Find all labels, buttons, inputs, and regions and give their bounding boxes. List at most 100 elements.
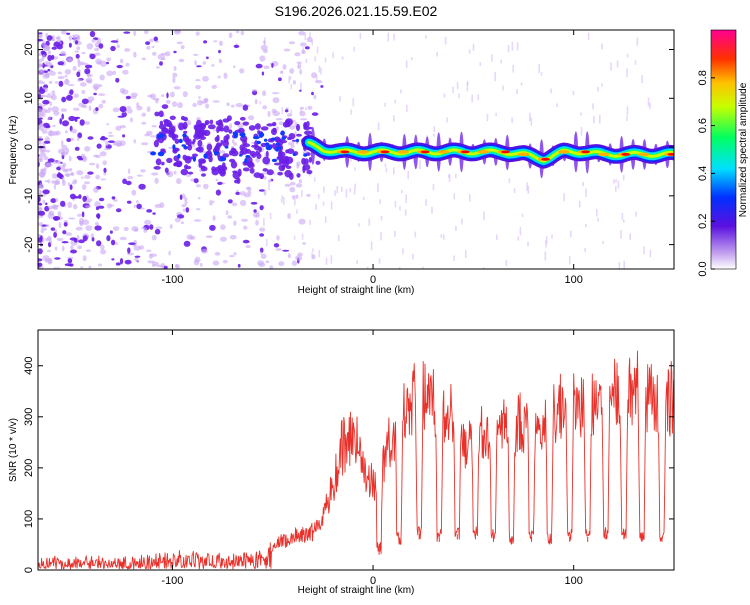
spectrogram-noise-blob [306, 193, 311, 197]
spectrogram-noise-blob [169, 224, 173, 229]
spectrogram-noise-blob [98, 93, 106, 96]
spectrogram-noise-blob [254, 99, 258, 105]
spectrogram-noise-blob [161, 94, 165, 98]
spectrogram-noise-blob [57, 61, 65, 66]
spectrogram-noise-blob [136, 203, 142, 209]
spectrogram-noise-blob [214, 251, 221, 256]
spectrogram-noise-blob [287, 253, 291, 259]
spectrogram-noise-blob [149, 38, 154, 43]
spectrogram-noise-blob [49, 239, 52, 244]
spectrogram-noise-blob [51, 94, 57, 101]
spectrogram-ridge-peak [380, 150, 390, 154]
spectrogram-noise-blob [276, 126, 279, 131]
spectrogram-streak [544, 251, 547, 261]
spectrogram-noise-blob [101, 99, 106, 104]
colorbar-label: Normalized spectral amplitude [738, 82, 749, 217]
spectrogram-streak [366, 266, 369, 269]
spectrogram-streak [394, 201, 397, 208]
spectrogram-noise-blob [257, 260, 264, 266]
spectrogram-noise-blob [66, 56, 74, 62]
spectrogram-streak [301, 233, 304, 240]
spectrogram-noise-blob [94, 201, 101, 208]
spectrogram-noise-blob [78, 102, 84, 107]
spectrogram-streak [269, 212, 272, 220]
spectrogram-noise-blob [38, 171, 46, 178]
spectrogram-noise-blob [193, 259, 200, 266]
spectrogram-cluster-blob [277, 171, 283, 176]
spectrogram-noise-blob [106, 123, 110, 126]
spectrogram-noise-blob [220, 224, 226, 230]
spectrogram-streak [496, 234, 498, 241]
spectrogram-noise-blob [47, 158, 55, 163]
spectrogram-noise-blob [116, 64, 123, 69]
spectrogram-cluster-core [281, 136, 286, 140]
spectrogram-cluster-blob [303, 126, 311, 131]
spectrogram-ridge-peak [501, 150, 510, 154]
spectrogram-streak [334, 190, 336, 196]
spectrogram-streak [615, 186, 617, 192]
spectrogram-cluster-blob [262, 156, 271, 165]
spectrogram-noise-blob [245, 245, 251, 249]
spectrogram-noise-blob [239, 68, 245, 74]
spectrogram-streak [550, 88, 552, 94]
spectrogram-streak [461, 218, 463, 225]
spectrogram-cluster-blob [281, 165, 285, 171]
spectrogram-noise-blob [173, 66, 177, 71]
spectrogram-streak [597, 86, 599, 92]
spectrogram-noise-blob [98, 263, 102, 267]
spectrogram-noise-blob [296, 173, 301, 178]
spectrogram-streak [641, 75, 643, 83]
spectrogram-noise-blob [58, 222, 62, 229]
spectrogram-noise-blob [212, 129, 217, 132]
spectrogram-cluster-blob [199, 136, 206, 140]
spectrogram-x-tick-label: 0 [370, 274, 376, 286]
spectrogram-streak [290, 109, 293, 116]
spectrogram-noise-blob [55, 160, 62, 165]
spectrogram-noise-blob [96, 240, 102, 247]
spectrogram-noise-blob [112, 70, 117, 76]
spectrogram-streak [309, 219, 311, 225]
spectrogram-noise-blob [138, 183, 146, 190]
spectrogram-noise-blob [269, 265, 274, 269]
spectrogram-noise-blob [73, 93, 79, 98]
spectrogram-noise-blob [289, 125, 296, 130]
spectrogram-noise-blob [43, 140, 51, 144]
spectrogram-noise-blob [128, 242, 136, 245]
spectrogram-streak [394, 99, 396, 104]
spectrogram-noise [38, 30, 670, 269]
spectrogram-streak [336, 186, 339, 194]
snr-content [38, 350, 674, 570]
spectrogram-noise-blob [212, 215, 216, 221]
spectrogram-noise-blob [110, 239, 116, 246]
spectrogram-noise-blob [299, 110, 306, 117]
spectrogram-noise-blob [106, 203, 112, 209]
spectrogram-cluster-blob [240, 147, 248, 155]
spectrogram-streak [309, 32, 311, 39]
spectrogram-streak [556, 103, 558, 108]
spectrogram-noise-blob [61, 144, 68, 151]
spectrogram-streak [495, 112, 497, 117]
spectrogram-noise-blob [202, 61, 207, 65]
spectrogram-streak [538, 64, 540, 74]
spectrogram-noise-blob [100, 178, 106, 181]
spectrogram-streak [353, 187, 356, 195]
spectrogram-noise-blob [288, 41, 295, 45]
spectrogram-cluster-blob [187, 138, 192, 147]
spectrogram-noise-blob [69, 237, 78, 241]
spectrogram-noise-blob [177, 102, 183, 109]
spectrogram-noise-blob [81, 211, 85, 218]
spectrogram-noise-blob [199, 262, 203, 267]
spectrogram-noise-blob [235, 103, 243, 108]
spectrogram-streak [281, 107, 284, 114]
spectrogram-noise-blob [175, 264, 180, 269]
spectrogram-noise-blob [119, 87, 126, 94]
spectrogram-noise-blob [88, 265, 92, 269]
spectrogram-streak [444, 36, 447, 45]
spectrogram-streak [281, 70, 283, 74]
spectrogram-noise-blob [108, 140, 115, 143]
snr-x-tick-label: 100 [565, 575, 583, 587]
spectrogram-noise-blob [50, 227, 56, 231]
spectrogram-noise-blob [298, 218, 306, 225]
spectrogram-noise-blob [183, 240, 191, 247]
spectrogram-ridge-point [437, 150, 450, 154]
